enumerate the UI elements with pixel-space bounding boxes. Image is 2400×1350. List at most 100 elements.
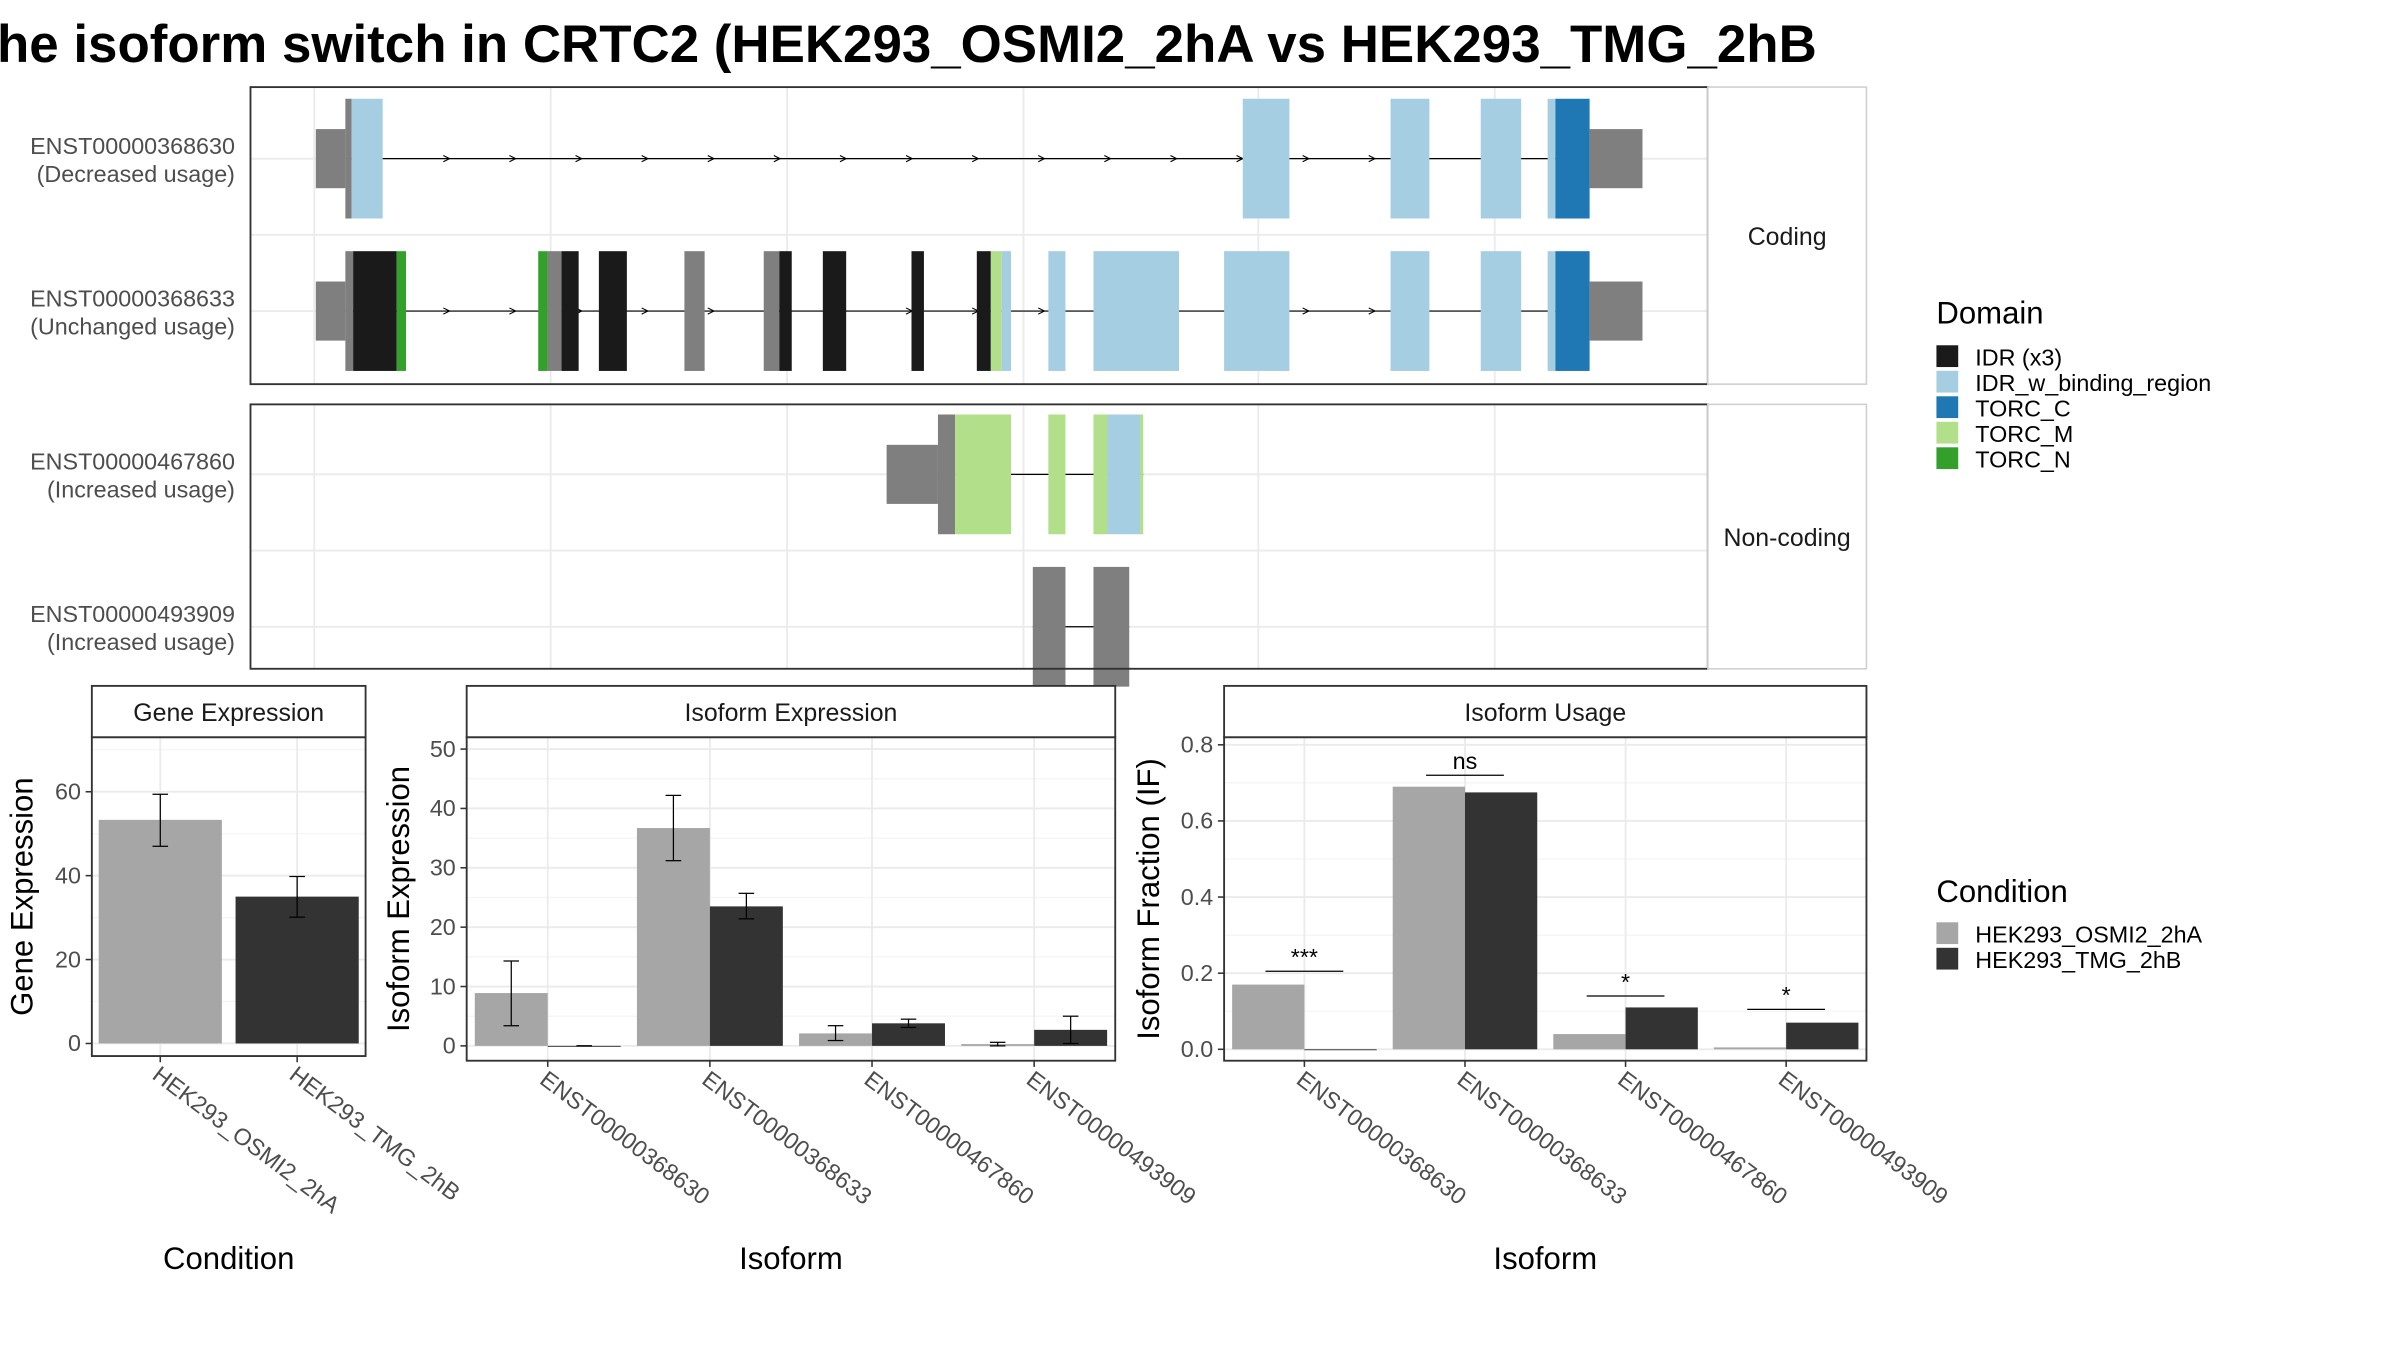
exon-block [1093,251,1180,371]
legend-key [1936,922,1959,945]
plot-background [466,737,1116,1061]
utr-block [1589,129,1643,189]
structure-group-1: ENST00000467860(Increased usage)ENST0000… [30,403,1868,687]
exon-block [1048,414,1066,535]
bar-HEK293_OSMI2_2hA [1392,786,1465,1050]
strand-arrow [1302,307,1311,315]
isoform-expression-panel: 0 10 20 30 40 50 ENST00000368630ENST0000036863… [381,684,1201,1276]
utr-block [1589,281,1643,341]
legend-key [1936,370,1959,393]
exon-block [1480,98,1522,219]
bar-HEK293_TMG_2hB [872,1023,945,1046]
strand-arrow [443,155,451,163]
y-tick-label: 30 [430,855,456,881]
significance-label: *** [1291,944,1318,970]
x-tick-label: ENST00000493909 [1022,1066,1201,1210]
exon-block [538,251,548,371]
y-tick-label: 40 [430,795,456,821]
exon-block [763,251,780,371]
y-axis-title: Isoform Fraction (IF) [1131,758,1166,1040]
legend-label: IDR (x3) [1975,344,2062,370]
exon-block [547,251,562,371]
strand-arrow [641,155,650,163]
utr-block [886,444,938,504]
plot-background [1224,737,1867,1061]
utr-block [315,281,346,341]
x-tick-label: ENST00000467860 [1613,1066,1792,1210]
transcript-structure-panel: ENST00000368630(Decreased usage) ENST0000… [30,86,1868,687]
exon-block [396,251,407,371]
strip-label: Coding [1748,223,1827,251]
legend-label: TORC_N [1975,447,2070,473]
strip-background [90,684,367,739]
x-tick-label: ENST00000368633 [698,1066,877,1210]
strip-background [1223,684,1868,739]
x-tick-label: ENST00000467860 [860,1066,1039,1210]
transcript-ENST00000493909 [1032,566,1130,687]
y-tick-label: 0.2 [1181,960,1213,986]
strand-arrow [509,307,517,315]
bar-HEK293_OSMI2_2hA [1553,1034,1626,1050]
strand-arrow [1104,155,1112,163]
y-tick-label: 50 [430,736,456,762]
strand-arrow [1368,307,1377,315]
significance-label: ns [1453,748,1478,774]
legend-key [1936,345,1959,368]
exon-block [822,251,847,371]
exon-block [976,251,991,371]
strip-label: Non-coding [1724,524,1851,552]
x-tick-label: ENST00000368630 [1292,1066,1471,1210]
transcript-usage-note: (Unchanged usage) [30,313,235,339]
bar-HEK293_OSMI2_2hA [1232,984,1305,1050]
panel-title: Gene Expression [133,699,324,727]
strand-arrow [641,307,650,315]
structure-group-0: ENST00000368630(Decreased usage) ENST0000… [30,86,1868,386]
transcript-ENST00000368633 [315,251,1643,371]
transcript-label: ENST00000467860 [30,449,235,475]
y-tick-label: 0.6 [1181,808,1213,834]
isoform-usage-panel: ***ns**0.00.20.40.60.8ENST00000368630ENS… [1131,684,1953,1276]
legend-label: HEK293_OSMI2_2hA [1975,922,2202,948]
y-axis-title: Isoform Expression [381,766,416,1032]
exon-block [1555,98,1590,219]
y-tick-label: 0.4 [1181,884,1213,910]
exon-block [1107,414,1141,535]
legend-key [1936,421,1959,444]
transcript-label: ENST00000368630 [30,133,235,159]
strand-arrow [707,155,716,163]
transcript-label: ENST00000493909 [30,601,235,627]
exon-block [345,98,352,219]
strand-arrow [575,155,583,163]
y-tick-label: 20 [55,946,81,972]
x-tick-label: ENST00000368630 [535,1066,714,1210]
panel-title: Isoform Expression [685,699,898,727]
exon-block [779,251,792,371]
exon-block [1048,251,1066,371]
y-tick-label: 0 [68,1030,81,1056]
strand-arrow [839,155,848,163]
exon-block [1390,251,1430,371]
bar-HEK293_OSMI2_2hA [98,819,222,1044]
strand-arrow [1038,155,1046,163]
exon-block [1480,251,1522,371]
legend-key [1936,947,1959,970]
exon-block [1140,414,1144,535]
x-tick-label: ENST00000493909 [1774,1066,1953,1210]
strand-arrow [1170,155,1178,163]
exon-block [955,414,1012,535]
exon-block [937,414,956,535]
domain-legend: Domain IDR (x3)IDR_w_binding_regionTORC_C… [1936,296,2211,473]
x-axis-title: Isoform [1493,1241,1597,1276]
strip-background [465,684,1117,739]
exon-block [1390,98,1430,219]
transcript-ENST00000467860 [886,414,1144,535]
y-tick-label: 60 [55,779,81,805]
y-tick-label: 20 [430,914,456,940]
exon-block [351,98,383,219]
strand-arrow [707,307,716,315]
significance-label: * [1782,982,1791,1008]
transcript-ENST00000368630 [315,98,1643,219]
bar-HEK293_TMG_2hB [235,896,359,1044]
